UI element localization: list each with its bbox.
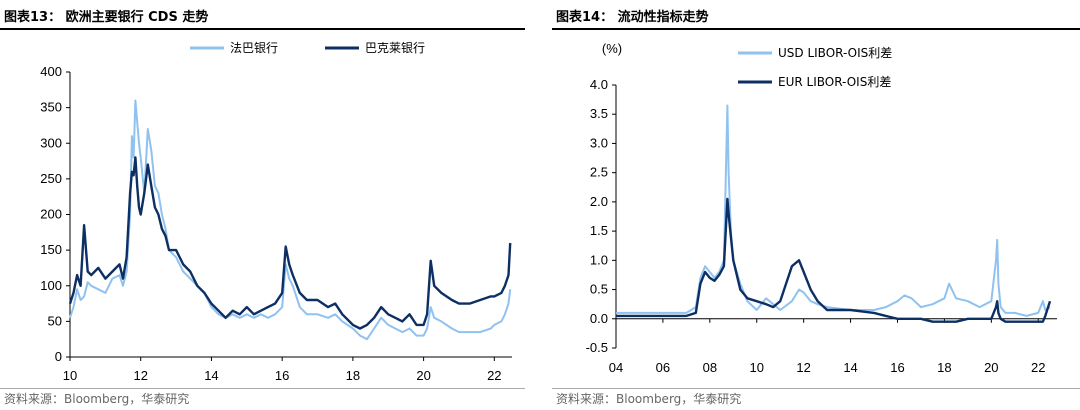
x-tick-label: 20 [416,368,430,383]
y-tick-label: 1.5 [590,223,608,238]
x-tick-label: 20 [984,360,998,375]
source-divider [0,388,525,389]
x-tick-label: 22 [487,368,501,383]
series-line-1 [616,197,1052,323]
source-note: 资料来源：Bloomberg，华泰研究 [556,392,742,406]
x-tick-label: 04 [609,360,623,375]
chart-panel-liquidity: 图表14： 流动性指标走势 -0.5 0.0 0.5 1.0 1.5 2.0 2.5 3.0 3… [552,0,1080,410]
series-line-0 [69,99,512,341]
x-tick-label: 10 [750,360,764,375]
series-line-1 [68,156,512,330]
y-tick-label: 0.5 [590,282,608,297]
y-tick-label: 3.0 [590,135,608,150]
y-tick-label: 4.0 [590,77,608,92]
chart-panel-bank-cds: 图表13： 欧洲主要银行 CDS 走势 0 50 100 150 200 250 300 35… [0,0,525,410]
x-tick-label: 16 [890,360,904,375]
chart-title: 图表13： 欧洲主要银行 CDS 走势 [4,10,209,25]
y-tick-label: 0 [55,349,62,364]
y-tick-label: 50 [48,313,62,328]
chart-title: 图表14： 流动性指标走势 [556,10,709,25]
y-tick-label: 100 [40,278,62,293]
y-tick-label: 2.0 [590,194,608,209]
y-tick-label: 200 [40,207,62,222]
y-tick-label: 350 [40,100,62,115]
y-tick-label: 400 [40,64,62,79]
legend-label: USD LIBOR-OIS利差 [778,46,892,60]
bank-cds-chart: 0 50 100 150 200 250 300 350 400 10 12 14 16 18 20 22 法巴… [40,41,512,383]
legend-label: EUR LIBOR-OIS利差 [778,75,891,89]
title-divider [552,28,1080,30]
y-axis-unit: (%) [602,41,622,56]
legend-label: 法巴银行 [230,41,278,55]
liquidity-chart: -0.5 0.0 0.5 1.0 1.5 2.0 2.5 3.0 3.5 4.0 04 06 08 10 1… [586,41,1057,375]
x-tick-label: 18 [346,368,360,383]
y-tick-label: 2.5 [590,165,608,180]
series-line-0 [616,104,1051,317]
legend-label: 巴克莱银行 [365,41,425,55]
x-tick-label: 06 [656,360,670,375]
source-divider [552,388,1080,389]
y-tick-label: -0.5 [586,340,608,355]
y-tick-label: 1.0 [590,252,608,267]
x-tick-label: 12 [796,360,810,375]
y-tick-label: 250 [40,171,62,186]
x-tick-label: 22 [1031,360,1045,375]
x-tick-label: 16 [275,368,289,383]
y-tick-label: 150 [40,242,62,257]
x-tick-label: 18 [937,360,951,375]
y-tick-label: 3.5 [590,106,608,121]
y-tick-label: 0.0 [590,311,608,326]
title-divider [0,28,525,30]
x-tick-label: 08 [703,360,717,375]
source-note: 资料来源：Bloomberg，华泰研究 [4,392,190,406]
x-tick-label: 14 [843,360,857,375]
x-tick-label: 12 [133,368,147,383]
x-tick-label: 14 [204,368,218,383]
x-tick-label: 10 [63,368,77,383]
y-tick-label: 300 [40,135,62,150]
